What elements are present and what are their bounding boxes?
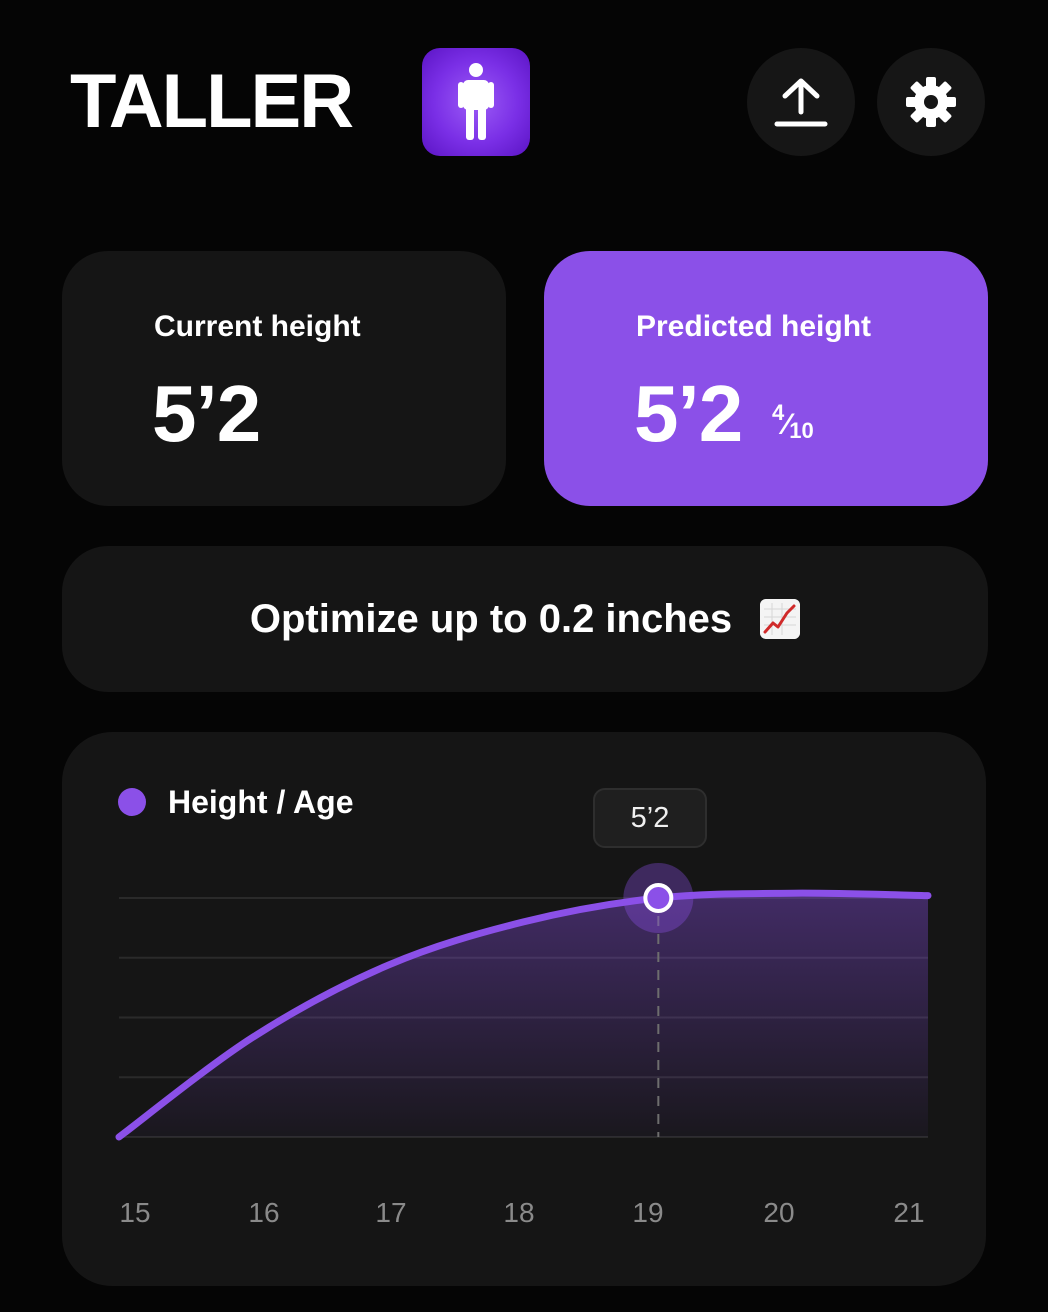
settings-button[interactable]: [877, 48, 985, 156]
x-tick-label: 17: [375, 1197, 406, 1228]
current-height-label: Current height: [154, 310, 361, 343]
x-tick-label: 16: [248, 1197, 279, 1228]
app-title: TALLER: [70, 59, 354, 144]
gear-icon: [906, 77, 956, 127]
current-height-card: Current height 5’2: [62, 251, 506, 506]
fraction-denominator: 10: [789, 418, 814, 443]
optimize-banner[interactable]: Optimize up to 0.2 inches: [62, 546, 988, 692]
optimize-text: Optimize up to 0.2 inches: [249, 597, 733, 641]
current-height-value: 5’2: [152, 369, 261, 458]
predicted-height-value: 5’2: [634, 369, 743, 458]
x-tick-label: 18: [503, 1197, 534, 1228]
x-tick-label: 15: [119, 1197, 150, 1228]
predicted-height-card: Predicted height 5’2 4⁄10: [544, 251, 988, 506]
predicted-height-fraction: 4⁄10: [772, 400, 814, 443]
highlight-tooltip: 5’2: [593, 788, 707, 848]
chart-legend: Height / Age: [118, 782, 353, 822]
chart-area-fill: [119, 893, 928, 1137]
chart-increasing-icon: [760, 599, 801, 639]
legend-dot: [118, 788, 146, 816]
series-line: [115, 889, 932, 1141]
person-standing-icon: [458, 63, 494, 140]
chart-plot: 15 16 17 18 19 20 21: [115, 863, 932, 1228]
share-button[interactable]: [747, 48, 855, 156]
height-age-chart: Height / Age 15 16 17 18 19 20 21 5’2: [62, 732, 986, 1286]
x-tick-label: 21: [893, 1197, 924, 1228]
app-logo: [422, 48, 530, 156]
legend-label: Height / Age: [168, 784, 354, 820]
highlight-point[interactable]: [643, 883, 674, 913]
x-tick-label: 20: [763, 1197, 794, 1228]
x-tick-label: 19: [632, 1197, 663, 1228]
upload-icon: [774, 78, 828, 127]
predicted-height-label: Predicted height: [636, 310, 872, 343]
fraction-numerator: 4: [772, 400, 785, 425]
